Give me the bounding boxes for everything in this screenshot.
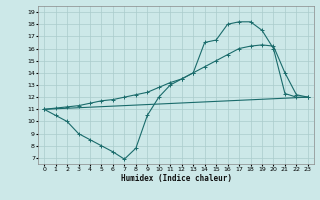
X-axis label: Humidex (Indice chaleur): Humidex (Indice chaleur) bbox=[121, 174, 231, 183]
